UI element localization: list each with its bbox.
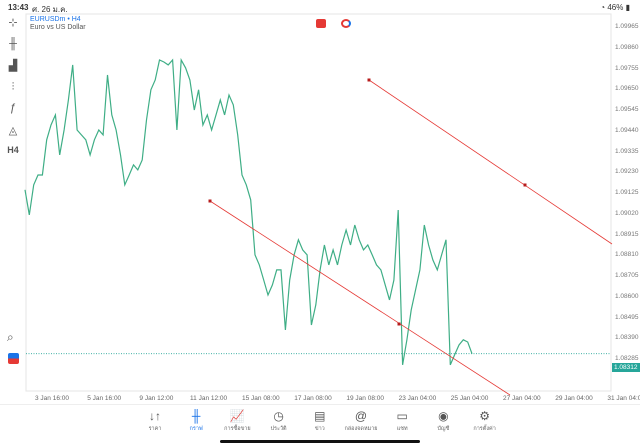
trendline-handle[interactable]	[397, 322, 401, 326]
symbol-label[interactable]: EURUSDm • H4	[30, 16, 81, 23]
price-tick: 1.09965	[615, 23, 639, 30]
left-toolbar: ⊹ ╫ ▟ ⫶ ƒ ◬ H4	[0, 14, 26, 394]
price-tick: 1.09335	[615, 147, 639, 155]
price-tick: 1.09755	[615, 64, 639, 72]
symbol-description: Euro vs US Dollar	[30, 24, 86, 31]
time-tick: 31 Jan 04:00	[607, 395, 640, 402]
shapes-icon[interactable]: ◬	[8, 124, 18, 137]
mailbox-icon: @	[354, 409, 368, 423]
nav-item[interactable]: ◷ ประวัติ	[254, 409, 304, 433]
time-tick: 11 Jan 12:00	[190, 395, 228, 402]
candlestick-icon[interactable]: ╫	[9, 37, 17, 50]
function-icon[interactable]: ƒ	[9, 102, 17, 114]
news-icon: ▤	[314, 409, 326, 423]
price-tick: 1.09650	[615, 85, 639, 93]
nav-item[interactable]: 📈 การซื้อขาย	[212, 409, 262, 433]
price-tick: 1.09230	[615, 168, 639, 176]
history-icon: ◷	[273, 409, 284, 423]
nav-item[interactable]: ▭ แชท	[377, 409, 427, 433]
time-tick: 29 Jan 04:00	[555, 395, 593, 402]
price-tick: 1.08390	[615, 334, 639, 342]
time-tick: 19 Jan 08:00	[346, 395, 384, 402]
nav-label: ราคา	[148, 426, 162, 432]
trendline[interactable]	[209, 200, 511, 396]
nav-label: ข่าว	[314, 426, 325, 432]
settings-icon: ⚙	[479, 409, 490, 423]
time-tick: 9 Jan 12:00	[139, 395, 174, 402]
chat-icon: ▭	[396, 409, 408, 423]
price-chart[interactable]	[0, 0, 640, 404]
status-bar: 13:43 ศ. 26 ม.ค. ◔ 46% ▮	[0, 0, 640, 14]
plot-frame	[25, 13, 612, 392]
nav-label: การตั้งค่า	[473, 426, 496, 432]
price-tick: 1.08285	[615, 355, 639, 362]
nav-label: การซื้อขาย	[224, 426, 251, 432]
time-tick: 27 Jan 04:00	[503, 395, 541, 402]
one-click-icon[interactable]	[341, 19, 351, 28]
chart-icon: ╫	[191, 409, 201, 423]
date: ศ. 26 ม.ค.	[32, 5, 68, 14]
trendline-handle[interactable]	[523, 183, 527, 187]
nav-label: บัญชี	[437, 426, 450, 432]
indicators-icon[interactable]: ⫶	[11, 80, 15, 93]
nav-label: กล่องจดหมาย	[344, 426, 378, 432]
nav-item[interactable]: @ กล่องจดหมาย	[336, 409, 386, 433]
trendline-handle[interactable]	[208, 199, 212, 203]
price-tick: 1.09125	[615, 189, 639, 196]
nav-label: กราฟ	[189, 426, 203, 432]
nav-item[interactable]: ▤ ข่าว	[295, 409, 345, 433]
time-tick: 3 Jan 16:00	[35, 395, 69, 402]
price-tick: 1.08810	[615, 251, 639, 259]
nav-label: ประวัติ	[270, 426, 287, 432]
time-tick: 15 Jan 08:00	[242, 395, 280, 402]
nav-item[interactable]: ╫ กราฟ	[171, 409, 221, 433]
trendline[interactable]	[368, 79, 613, 245]
nav-item[interactable]: ⚙ การตั้งค่า	[460, 409, 510, 433]
app-logo-icon[interactable]	[8, 353, 19, 364]
trade-button-icon[interactable]	[316, 19, 326, 28]
trade-icon: 📈	[229, 409, 245, 423]
crosshair-icon[interactable]: ⊹	[8, 17, 18, 29]
price-tick: 1.08600	[615, 292, 639, 300]
clock: 13:43	[8, 3, 29, 12]
account-icon: ◉	[438, 409, 449, 423]
time-tick: 25 Jan 04:00	[450, 395, 489, 402]
time-tick: 5 Jan 16:00	[87, 395, 122, 402]
price-tick: 1.09545	[615, 106, 639, 113]
time-tick: 17 Jan 08:00	[294, 395, 332, 402]
price-line	[24, 57, 473, 366]
chart-search-icon[interactable]: ⌕	[7, 330, 14, 344]
trendline-handle[interactable]	[367, 78, 371, 82]
price-tick: 1.09860	[615, 43, 639, 51]
price-tick: 1.08705	[615, 272, 639, 279]
nav-item[interactable]: ↓↑ ราคา	[130, 409, 180, 433]
timeframe[interactable]: H4	[7, 145, 19, 155]
price-tick: 1.09440	[615, 126, 639, 134]
quotes-icon: ↓↑	[149, 409, 161, 423]
price-tick: 1.08915	[615, 230, 639, 238]
price-tick: 1.09020	[615, 209, 639, 217]
nav-label: แชท	[396, 426, 408, 432]
current-price-label: 1.08312	[612, 363, 640, 372]
nav-item[interactable]: ◉ บัญชี	[418, 409, 468, 433]
bar-chart-icon[interactable]: ▟	[8, 60, 18, 72]
time-tick: 23 Jan 04:00	[398, 395, 437, 402]
price-tick: 1.08495	[615, 313, 639, 321]
home-indicator	[220, 440, 420, 443]
bottom-navigation: ↓↑ ราคา ╫ กราฟ 📈 การซื้อขาย ◷ ประวัติ ▤ ข่าว @ กล่อ…	[0, 404, 640, 447]
battery-indicator: ◔ 46% ▮	[600, 3, 630, 12]
